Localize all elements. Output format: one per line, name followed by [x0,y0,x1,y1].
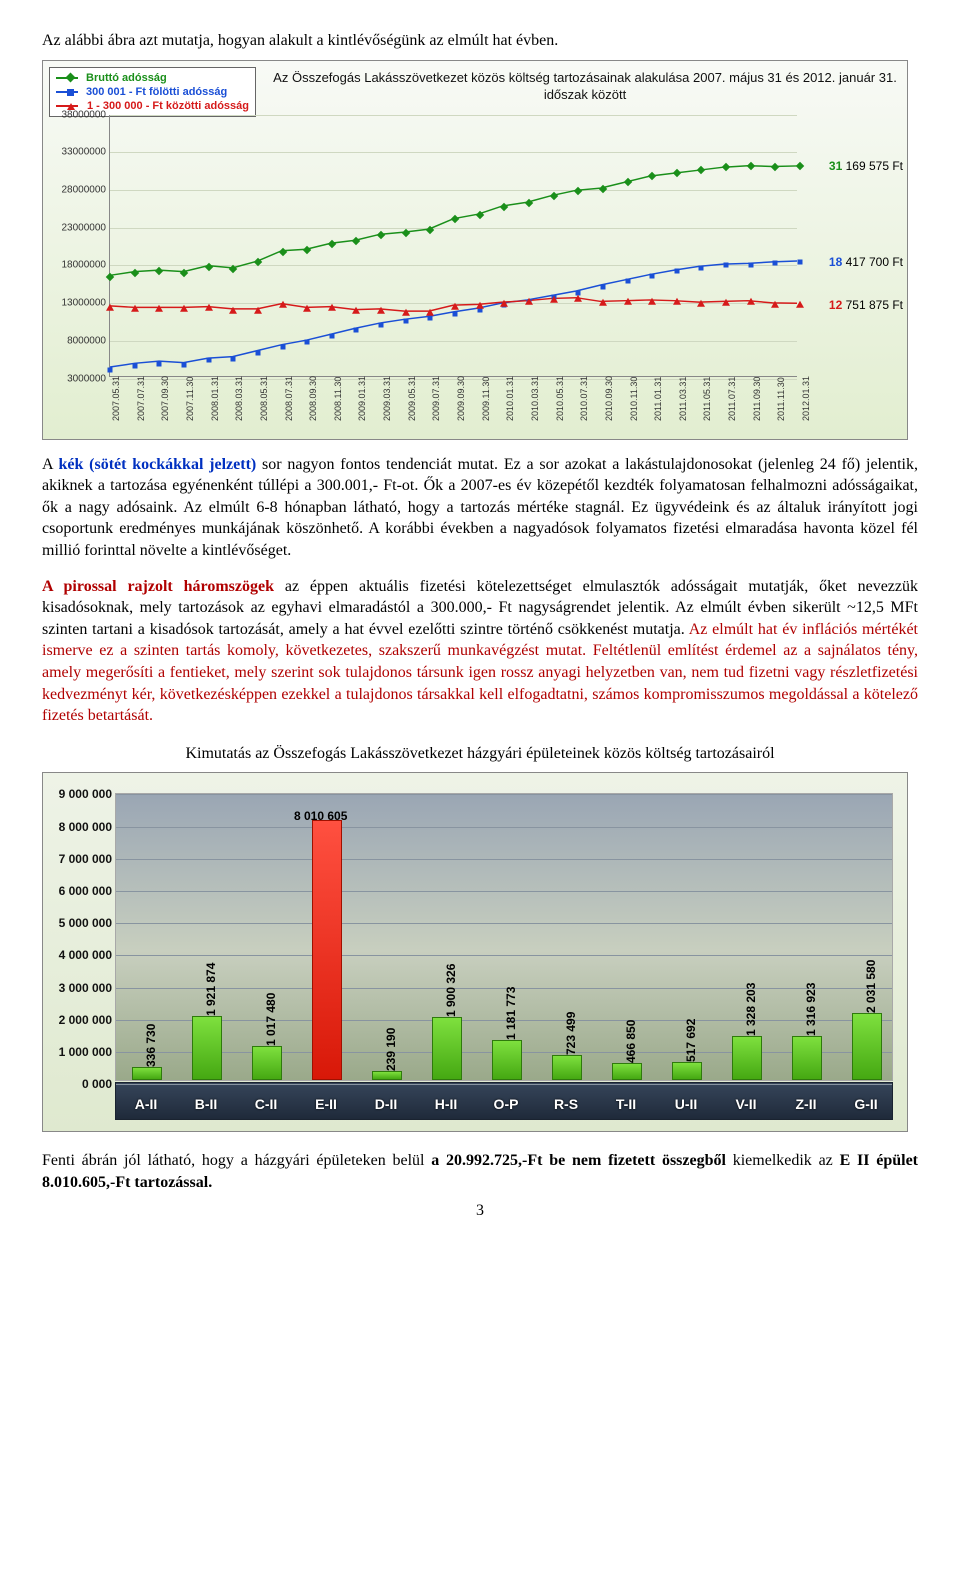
p1-b: kék (sötét kockákkal jelzett) [58,456,256,473]
chart-debt-trend: Bruttó adósság300 001 - Ft fölötti adóss… [42,60,908,440]
chart1-title: Az Összefogás Lakásszövetkezet közös köl… [273,69,897,104]
chart-building-debt: 0 0001 000 0002 000 0003 000 0004 000 00… [42,772,908,1132]
f-a: Fenti ábrán jól látható, hogy a házgyári… [42,1152,431,1169]
p2-a: A pirossal rajzolt háromszögek [42,578,274,595]
page-number: 3 [42,1200,918,1222]
p1-a: A [42,456,58,473]
paragraph-2: A pirossal rajzolt háromszögek az éppen … [42,576,918,727]
chart2-heading: Kimutatás az Összefogás Lakásszövetkezet… [42,743,918,765]
f-c: kiemelkedik az [726,1152,840,1169]
footer-paragraph: Fenti ábrán jól látható, hogy a házgyári… [42,1150,918,1193]
f-b: a 20.992.725,-Ft be nem fizetett összegb… [431,1152,726,1169]
paragraph-1: A kék (sötét kockákkal jelzett) sor nagy… [42,454,918,562]
intro-text: Az alábbi ábra azt mutatja, hogyan alaku… [42,30,918,52]
